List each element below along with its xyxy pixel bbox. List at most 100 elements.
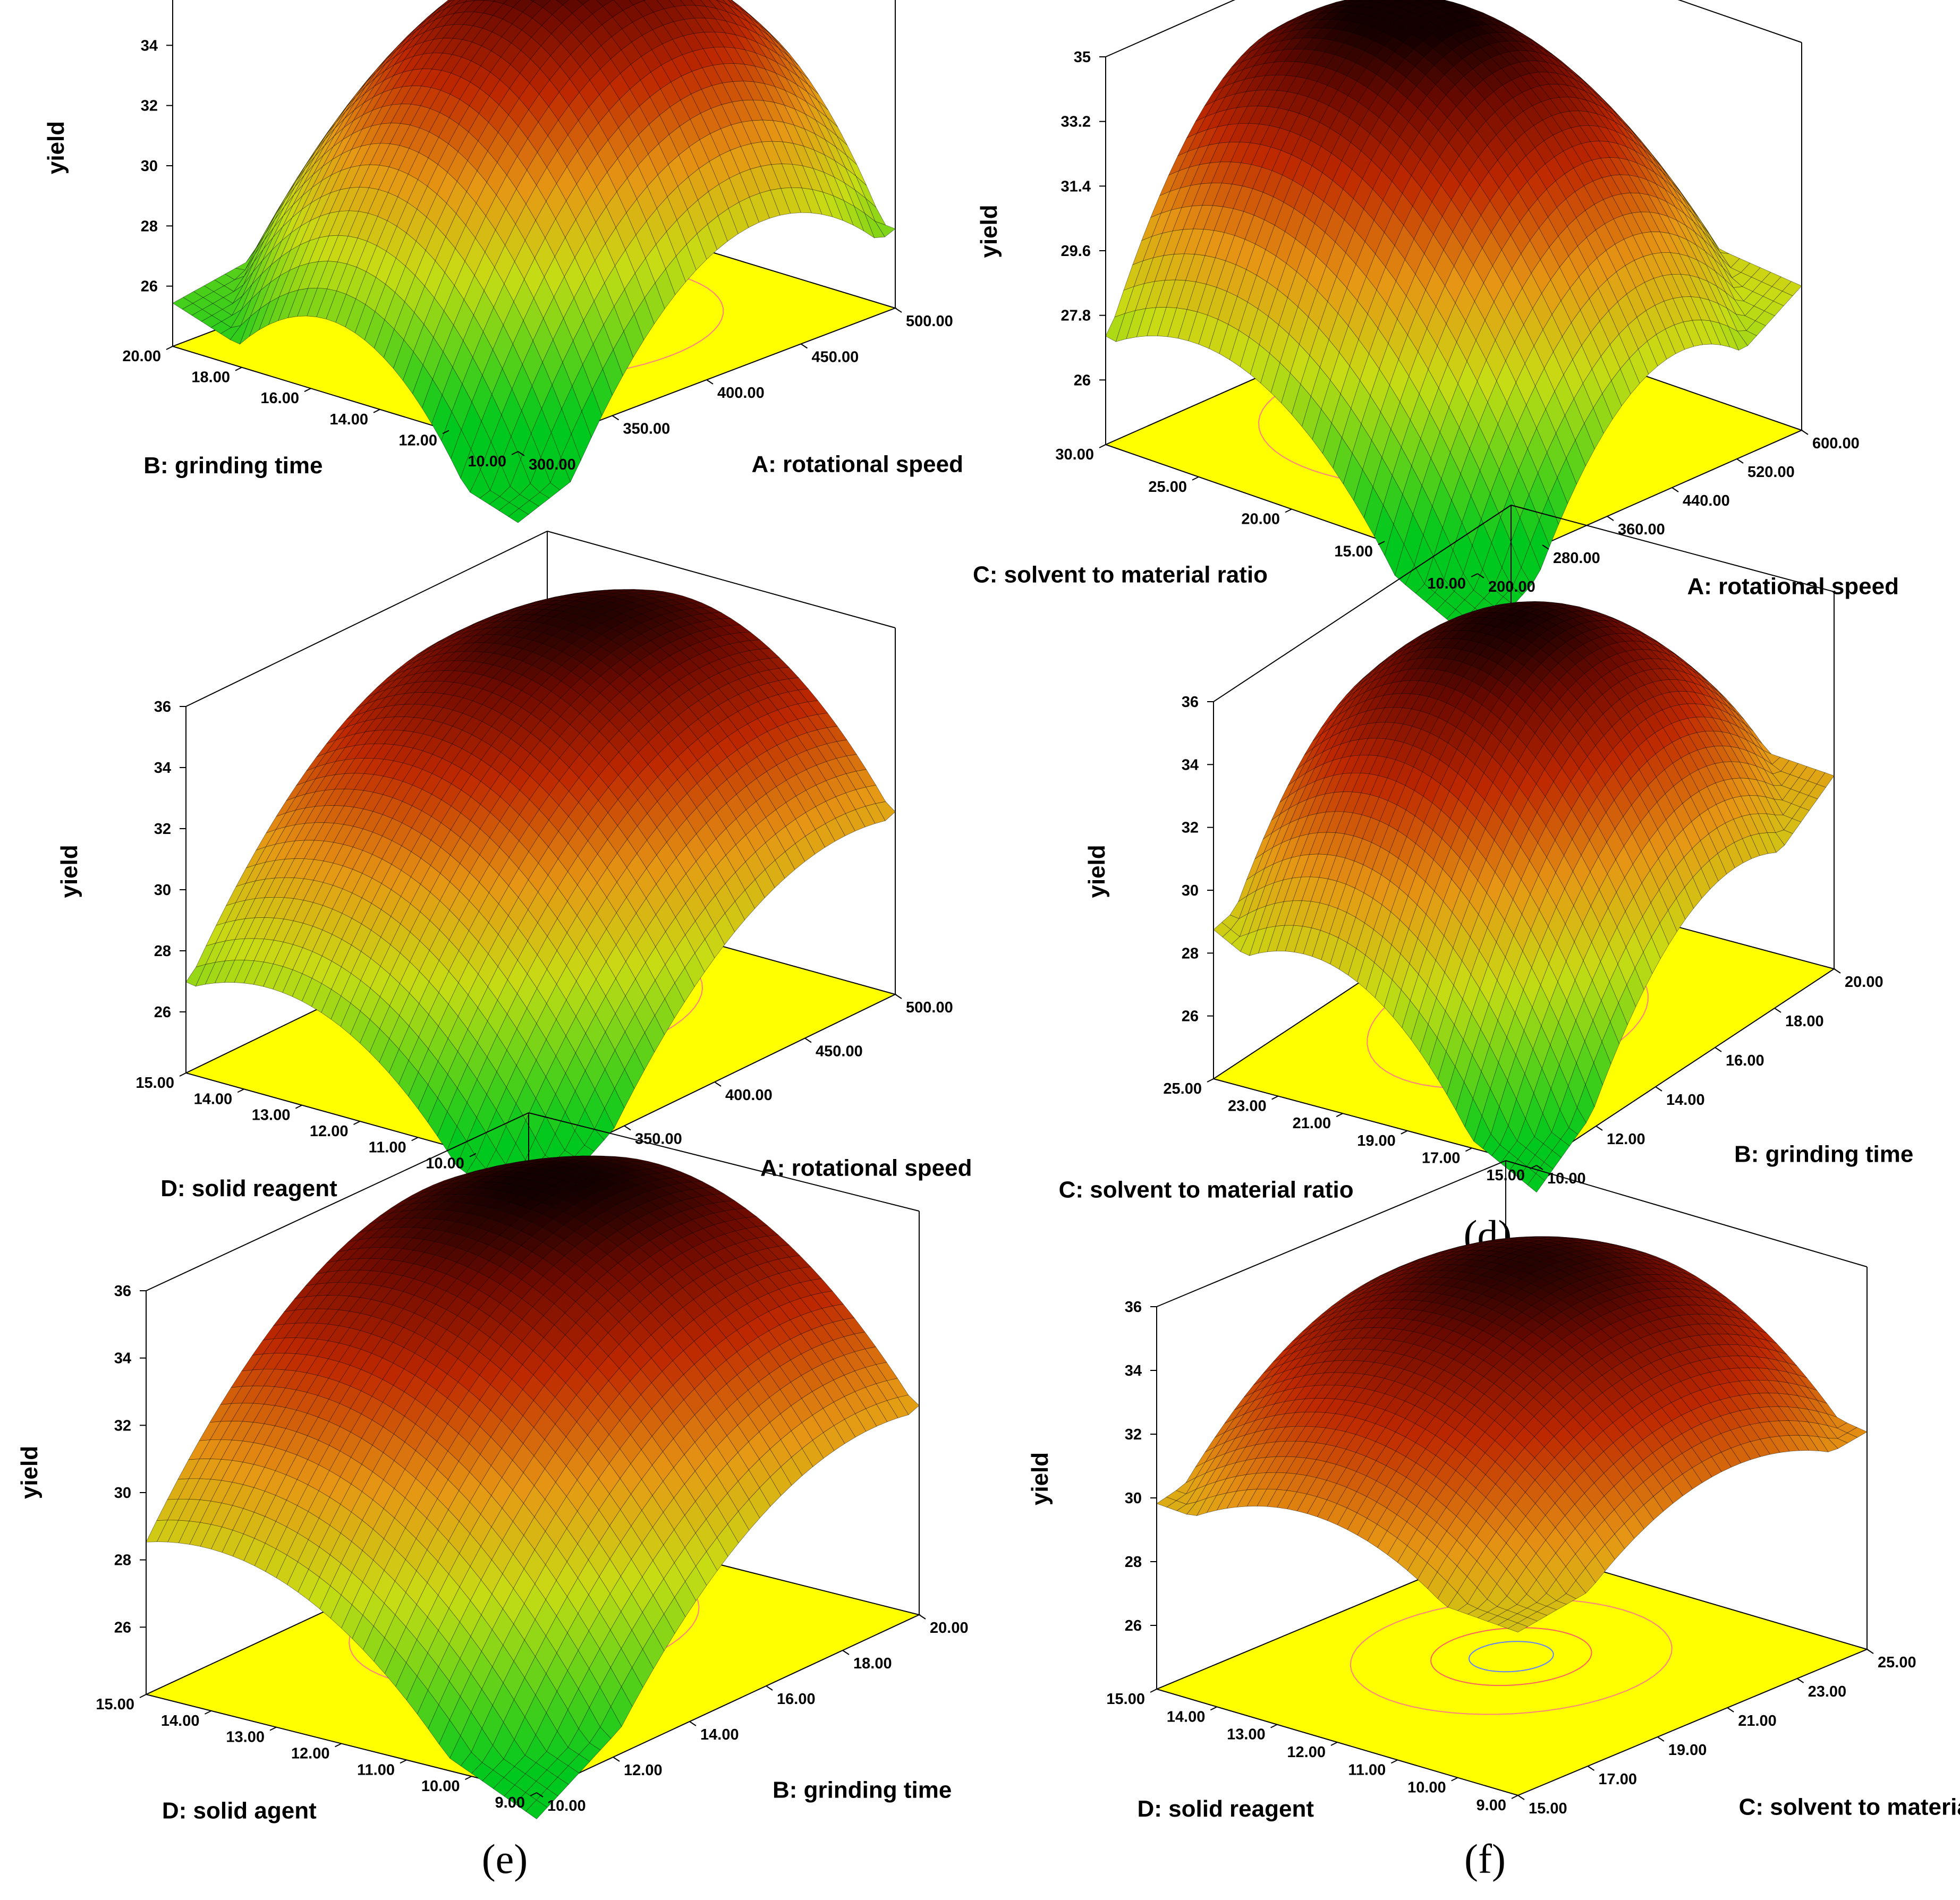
- surface-panel-a: 262830323436yield300.00350.00400.00450.0…: [43, 0, 964, 523]
- z-tick-label: 26: [1182, 1008, 1199, 1025]
- z-axis-title: yield: [1084, 845, 1110, 898]
- x-tick-label: 25.00: [1878, 1654, 1916, 1671]
- z-tick-label: 27.8: [1061, 308, 1091, 325]
- z-tick-label: 36: [154, 698, 171, 715]
- x-tick-label: 500.00: [906, 313, 953, 330]
- x-tick-label: 20.00: [930, 1620, 969, 1637]
- x-tick-label: 16.00: [777, 1691, 816, 1708]
- z-tick-label: 30: [1182, 882, 1199, 899]
- x-tick-label: 18.00: [1785, 1013, 1824, 1030]
- x-axis-title: A: rotational speed: [752, 451, 964, 478]
- x-tick-label: 23.00: [1808, 1683, 1847, 1700]
- y-tick-label: 10.00: [1427, 575, 1466, 592]
- z-tick-label: 34: [154, 760, 171, 777]
- x-tick-label: 16.00: [1726, 1052, 1764, 1069]
- z-axis-title: yield: [976, 205, 1002, 258]
- y-tick-label: 14.00: [1167, 1708, 1206, 1725]
- y-tick-label: 20.00: [1241, 511, 1280, 528]
- y-tick-label: 15.00: [1106, 1691, 1145, 1708]
- z-tick-label: 33.2: [1061, 114, 1091, 131]
- y-tick-label: 20.00: [122, 348, 161, 365]
- z-tick-label: 36: [114, 1283, 131, 1300]
- x-axis-title: A: rotational speed: [760, 1155, 972, 1181]
- y-tick-label: 30.00: [1055, 446, 1094, 463]
- x-tick-label: 300.00: [529, 456, 576, 473]
- x-axis: 300.00 350.00 400.00 450.00 500.00: [517, 308, 953, 473]
- y-tick-label: 17.00: [1422, 1149, 1461, 1166]
- z-tick-label: 26: [141, 278, 158, 295]
- x-axis: 200.00 280.00 360.00 440.00 520.00 600.00: [1477, 430, 1860, 595]
- z-tick-label: 36: [1182, 694, 1199, 711]
- x-axis-title: C: solvent to material ratio: [1739, 1794, 1960, 1820]
- response-surface: [146, 1155, 920, 1819]
- z-tick-label: 26: [1125, 1617, 1142, 1634]
- y-axis: 10.00 12.00 14.00 16.00 18.00 20.00: [122, 346, 519, 470]
- z-tick-label: 28: [141, 218, 158, 235]
- y-tick-label: 19.00: [1357, 1132, 1396, 1149]
- z-tick-label: 34: [1125, 1362, 1142, 1379]
- x-tick-label: 280.00: [1553, 550, 1600, 567]
- response-surface: [1213, 601, 1835, 1193]
- z-tick-label: 26: [154, 1004, 171, 1021]
- z-tick-label: 26: [1074, 372, 1091, 389]
- x-tick-label: 450.00: [816, 1043, 863, 1060]
- x-tick-label: 20.00: [1845, 974, 1883, 991]
- panel-caption: (f): [1464, 1836, 1506, 1882]
- surface-panel-f: 26 28 30 32 34 36 yield 15.00 17.00 19.00 21.00 23.…: [1027, 1160, 1960, 1822]
- x-axis-title: B: grinding time: [773, 1777, 952, 1803]
- y-tick-label: 11.00: [369, 1139, 406, 1156]
- y-axis-title: D: solid reagent: [1138, 1796, 1314, 1822]
- y-tick-label: 10.00: [468, 453, 506, 470]
- surface-panel-b: 26 27.8 29.6 31.4 33.2 35 yield 200.00 280.00 360…: [973, 0, 1899, 645]
- x-axis: 10.00 12.00 14.00 16.00 18.00 20.00: [536, 1614, 969, 1814]
- y-tick-label: 13.00: [1227, 1726, 1266, 1743]
- z-tick-label: 35: [1074, 49, 1091, 66]
- z-tick-label: 30: [1125, 1490, 1142, 1507]
- y-tick-label: 14.00: [329, 411, 368, 428]
- y-axis-title: B: grinding time: [143, 453, 323, 479]
- z-tick-label: 30: [114, 1485, 131, 1502]
- y-tick-label: 12.00: [398, 432, 437, 449]
- panel-caption: (e): [481, 1836, 528, 1882]
- y-tick-label: 15.00: [1334, 543, 1373, 560]
- x-tick-label: 450.00: [812, 349, 859, 366]
- z-tick-label: 32: [141, 98, 158, 115]
- x-tick-label: 12.00: [624, 1762, 663, 1779]
- z-tick-label: 36: [1125, 1299, 1142, 1316]
- x-axis: 15.00 17.00 19.00 21.00 23.00 25.00: [1517, 1649, 1916, 1817]
- z-tick-label: 34: [1182, 756, 1199, 773]
- response-surface: [1105, 0, 1802, 645]
- x-tick-label: 14.00: [700, 1726, 739, 1743]
- x-tick-label: 200.00: [1488, 578, 1535, 595]
- response-surface: [172, 0, 896, 523]
- x-tick-label: 350.00: [623, 421, 671, 438]
- z-tick-label: 28: [1125, 1554, 1142, 1571]
- x-tick-label: 18.00: [853, 1655, 892, 1672]
- x-tick-label: 350.00: [635, 1131, 682, 1148]
- x-tick-label: 14.00: [1666, 1092, 1705, 1109]
- y-tick-label: 11.00: [357, 1761, 395, 1778]
- y-tick-label: 15.00: [135, 1075, 174, 1092]
- y-tick-label: 25.00: [1148, 479, 1187, 496]
- z-tick-label: 28: [154, 943, 171, 960]
- x-tick-label: 400.00: [717, 385, 765, 402]
- y-axis-title: D: solid agent: [162, 1797, 317, 1824]
- y-tick-label: 25.00: [1163, 1080, 1202, 1097]
- y-axis-title: D: solid reagent: [160, 1175, 337, 1202]
- y-tick-label: 12.00: [310, 1123, 349, 1140]
- x-tick-label: 12.00: [1607, 1131, 1645, 1148]
- z-axis-title: yield: [16, 1446, 43, 1499]
- z-tick-label: 34: [114, 1350, 131, 1367]
- y-tick-label: 14.00: [194, 1090, 233, 1107]
- y-tick-label: 15.00: [96, 1696, 134, 1713]
- z-tick-label: 28: [114, 1552, 131, 1569]
- y-tick-label: 16.00: [260, 390, 299, 407]
- y-tick-label: 13.00: [252, 1107, 291, 1124]
- z-axis: 26 27.8 29.6 31.4 33.2 35: [1061, 49, 1106, 445]
- y-tick-label: 9.00: [1477, 1797, 1506, 1814]
- x-tick-label: 10.00: [547, 1797, 586, 1814]
- y-tick-label: 13.00: [226, 1729, 265, 1746]
